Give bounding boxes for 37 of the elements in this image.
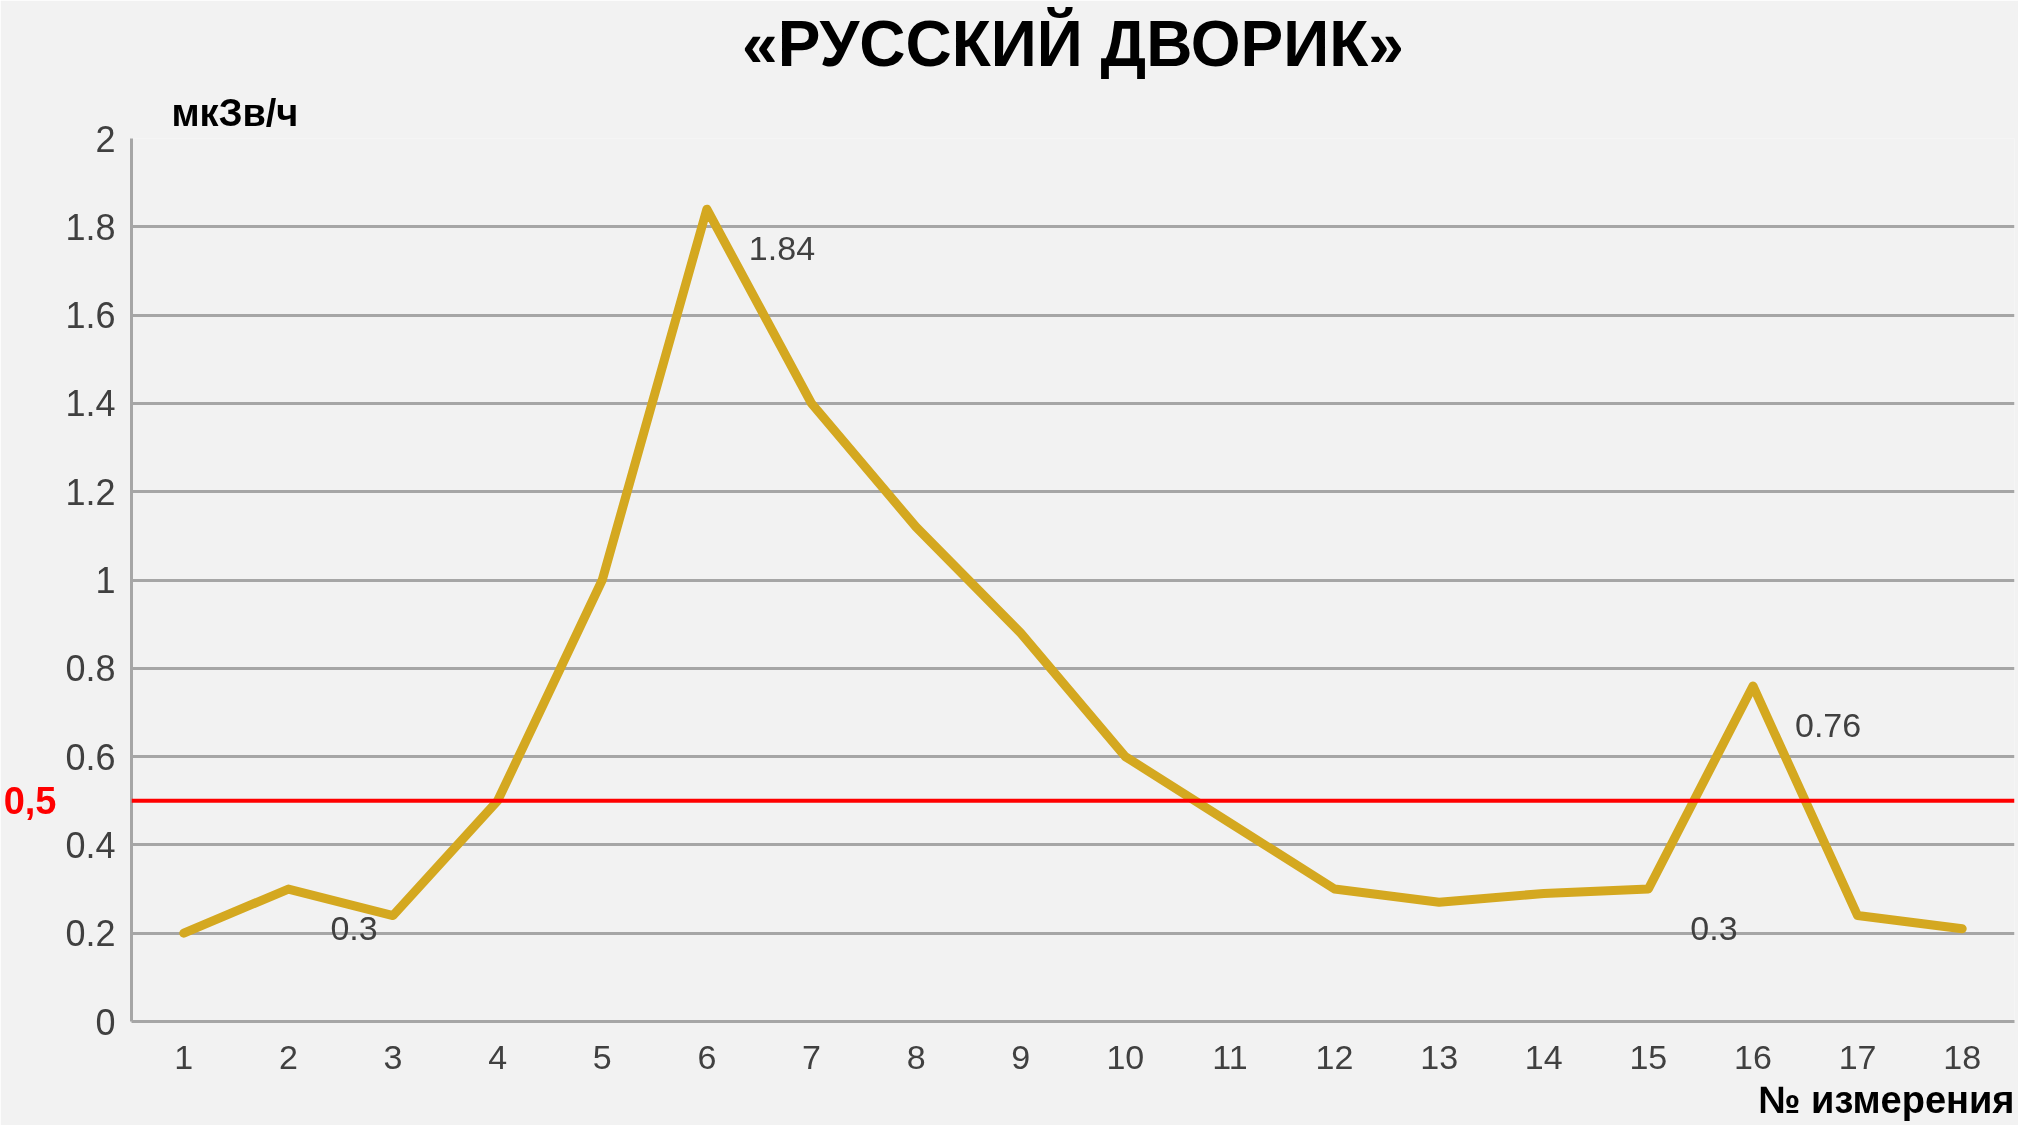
- x-axis-title: № измерения: [1758, 1078, 2015, 1121]
- x-tick-label: 12: [1315, 1037, 1354, 1076]
- y-tick-label: 1: [95, 560, 116, 601]
- y-tick-label: 0: [95, 1001, 116, 1043]
- y-tick-label: 2: [95, 118, 116, 160]
- x-tick-label: 1: [174, 1037, 194, 1076]
- data-label: 0.3: [330, 909, 378, 948]
- y-tick-label: 1.8: [65, 206, 116, 248]
- x-tick-label: 7: [802, 1037, 821, 1076]
- x-tick-label: 6: [697, 1037, 717, 1076]
- data-label: 0.76: [1794, 705, 1862, 744]
- x-tick-label: 18: [1943, 1037, 1982, 1076]
- y-tick-label: 1.2: [65, 471, 116, 513]
- x-tick-label: 8: [906, 1037, 926, 1076]
- x-tick-label: 11: [1212, 1037, 1248, 1076]
- x-tick-label: 14: [1524, 1037, 1563, 1076]
- x-tick-label: 5: [592, 1037, 612, 1076]
- x-tick-label: 3: [383, 1037, 403, 1076]
- y-tick-label: 0.4: [65, 824, 116, 866]
- data-label: 0.3: [1690, 909, 1738, 948]
- y-tick-label: 1.6: [65, 295, 116, 337]
- chart-title: «РУССКИЙ ДВОРИК»: [742, 6, 1404, 80]
- x-tick-label: 9: [1011, 1037, 1031, 1076]
- data-label: 1.84: [748, 229, 816, 268]
- x-tick-label: 17: [1838, 1037, 1877, 1076]
- y-tick-label: 1.4: [65, 383, 116, 425]
- y-tick-label: 0.6: [65, 736, 116, 778]
- x-tick-label: 4: [488, 1037, 508, 1076]
- ref-line-label: 0,5: [3, 780, 57, 823]
- x-tick-label: 15: [1629, 1037, 1668, 1076]
- y-tick-label: 0.2: [65, 913, 116, 955]
- x-tick-label: 2: [278, 1037, 298, 1076]
- x-tick-label: 13: [1420, 1037, 1459, 1076]
- x-tick-label: 16: [1734, 1037, 1772, 1076]
- y-tick-label: 0.8: [65, 648, 116, 690]
- x-tick-label: 10: [1106, 1037, 1145, 1076]
- y-axis-title: мкЗв/ч: [171, 91, 299, 134]
